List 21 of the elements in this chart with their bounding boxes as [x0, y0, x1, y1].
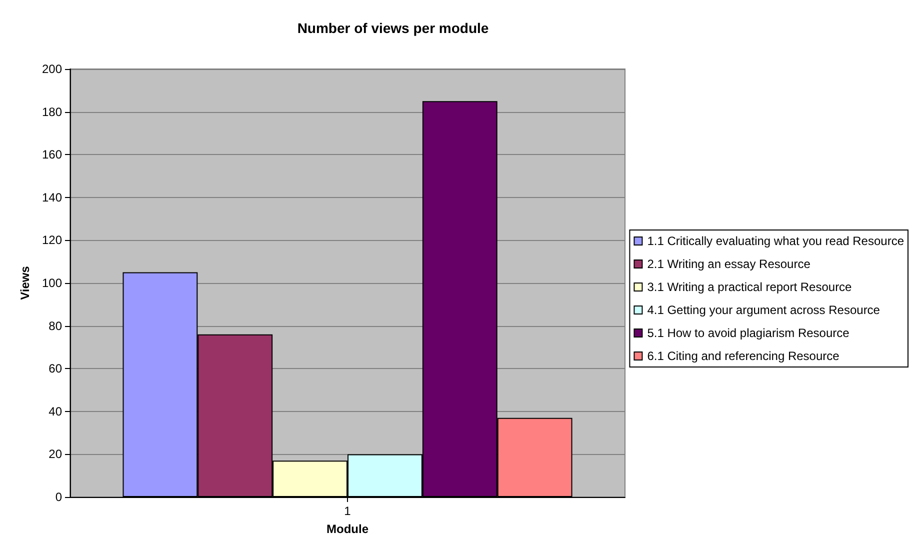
x-axis-title: Module: [326, 522, 369, 536]
y-tick-label: 100: [42, 276, 62, 290]
y-tick-label: 60: [48, 362, 62, 376]
y-tick-label: 180: [42, 104, 62, 119]
y-tick-label: 80: [48, 318, 62, 333]
legend-label: 4.1 Getting your argument across Resource: [647, 303, 880, 317]
x-tick-label: 1: [344, 504, 352, 518]
y-axis-title: Views: [18, 266, 32, 300]
legend-label: 5.1 How to avoid plagiarism Resource: [647, 326, 850, 340]
legend-label: 6.1 Citing and referencing Resource: [647, 349, 840, 363]
y-tick-label: 200: [42, 62, 62, 76]
y-tick-label: 20: [48, 447, 62, 462]
legend-label: 3.1 Writing a practical report Resource: [647, 280, 852, 294]
legend-label: 2.1 Writing an essay Resource: [647, 257, 811, 271]
y-tick-label: 0: [55, 490, 62, 504]
y-tick-label: 160: [42, 148, 62, 162]
y-tick-label: 120: [42, 233, 62, 248]
chart-title: Number of views per module: [297, 20, 489, 36]
y-tick-label: 40: [48, 404, 62, 418]
y-tick-label: 140: [42, 190, 62, 204]
legend-label: 1.1 Critically evaluating what you read Resource: [647, 234, 904, 248]
